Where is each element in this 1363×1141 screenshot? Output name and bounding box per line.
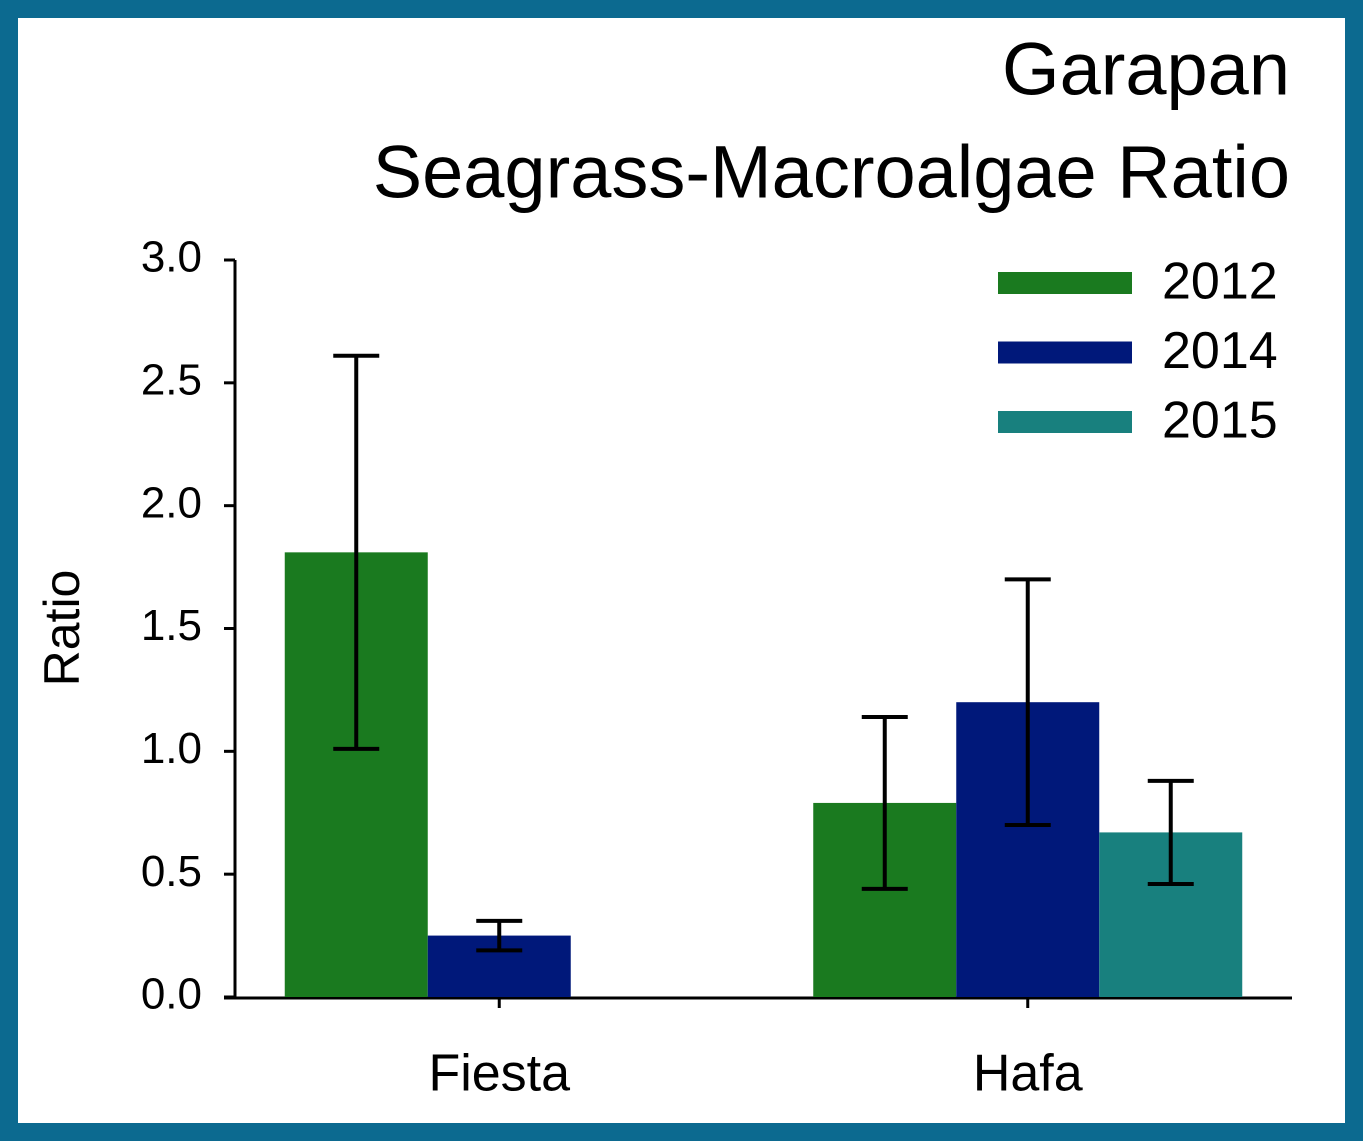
y-tick-label: 3.0	[141, 233, 202, 282]
legend-label: 2014	[1162, 322, 1278, 380]
y-tick-label: 0.5	[141, 847, 202, 896]
y-axis-label: Ratio	[34, 570, 90, 687]
chart-title: Seagrass-Macroalgae Ratio	[373, 131, 1290, 214]
chart-title: Garapan	[1002, 28, 1290, 111]
y-tick-label: 0.0	[141, 970, 202, 1019]
x-tick-label: Fiesta	[428, 1045, 570, 1103]
x-tick-label: Hafa	[973, 1045, 1083, 1103]
y-tick-label: 1.5	[141, 601, 202, 650]
error-bar	[1004, 577, 1051, 828]
legend-label: 2012	[1162, 253, 1278, 311]
y-tick-label: 2.0	[141, 478, 202, 527]
error-bar	[333, 353, 380, 751]
legend-label: 2015	[1162, 392, 1278, 450]
legend-swatch	[998, 411, 1132, 433]
legend-swatch	[998, 341, 1132, 364]
y-tick-label: 1.0	[141, 724, 202, 773]
error-bar	[476, 918, 523, 953]
error-bar	[861, 714, 908, 891]
legend-swatch	[998, 272, 1132, 294]
error-bar	[1147, 778, 1194, 886]
y-tick-label: 2.5	[141, 355, 202, 404]
